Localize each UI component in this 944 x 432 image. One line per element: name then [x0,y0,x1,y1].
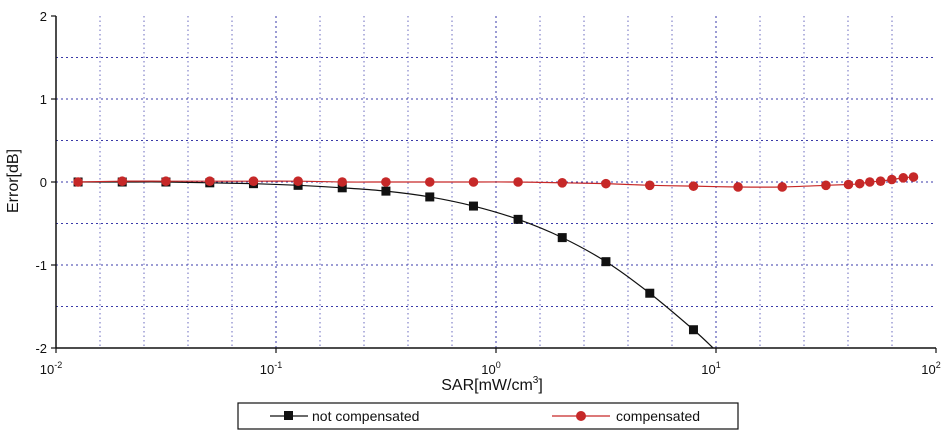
x-tick-exponent: 0 [496,360,501,370]
data-point-compensated [908,172,919,182]
tick-labels: 210-1-210-2 10-1 100 101 102 [35,9,940,377]
y-tick-label: -1 [35,258,47,273]
data-point-not-compensated [381,186,391,196]
data-point-compensated [898,173,909,183]
data-point-compensated [248,176,259,186]
x-tick-exponent: -2 [54,360,62,370]
data-point-compensated [875,176,886,186]
data-point-compensated [513,177,523,187]
axes [51,15,937,353]
series-line-compensated [78,176,914,188]
x-tick-exponent: -1 [274,360,282,370]
legend-label-not-compensated: not compensated [312,408,419,424]
y-tick-label: 2 [40,9,47,24]
legend: not compensated compensated [237,402,739,430]
data-point-compensated [381,177,391,187]
data-point-not-compensated [468,201,478,211]
x-tick-label: 10-1 [260,360,282,377]
series-layer [73,172,919,349]
data-point-compensated [337,177,348,187]
series-line-not-compensated [78,181,714,349]
legend-box [237,402,739,430]
data-point-compensated [733,182,743,192]
data-point-compensated [843,179,854,190]
data-point-not-compensated [337,183,347,193]
data-point-compensated [204,176,215,186]
legend-marker-compensated [576,411,586,421]
data-point-compensated [644,180,655,191]
data-point-compensated [777,182,788,192]
data-point-compensated [601,178,611,189]
series-not-compensated [73,177,714,349]
x-tick-exponent: 2 [936,360,941,370]
data-point-compensated [424,177,435,187]
data-point-compensated [117,176,128,186]
data-point-compensated [557,178,568,188]
data-point-compensated [854,178,865,189]
data-point-compensated [887,174,897,185]
data-point-compensated [73,177,83,187]
data-point-not-compensated [601,257,611,267]
data-point-not-compensated [425,192,435,202]
x-axis-title: SAR[mW/cm3] [441,375,543,394]
data-point-not-compensated [688,325,698,335]
x-tick-exponent: 1 [716,360,721,370]
x-axis-title-main: SAR[mW/cm [441,377,533,394]
legend-marker-not-compensated [284,411,293,420]
x-tick-label: 10-2 [40,360,62,377]
data-point-compensated [864,177,875,187]
data-point-compensated [688,181,699,191]
y-tick-label: 0 [40,175,47,190]
grid [56,16,936,348]
x-axis-title-sup: 3 [533,375,539,386]
x-axis-title-tail: ] [538,377,542,394]
data-point-compensated [161,176,171,186]
x-tick-label: 101 [701,360,720,377]
data-point-compensated [468,177,479,187]
x-tick-label: 102 [921,360,940,377]
data-point-compensated [821,180,831,191]
y-axis-title: Error[dB] [5,149,22,213]
data-point-not-compensated [645,288,655,298]
data-point-not-compensated [557,233,567,243]
data-point-not-compensated [513,214,523,224]
data-point-compensated [293,176,303,186]
y-tick-label: 1 [40,92,47,107]
series-compensated [73,172,919,192]
x-tick-label: 100 [481,360,500,377]
y-tick-label: -2 [35,341,47,356]
legend-label-compensated: compensated [616,408,700,424]
